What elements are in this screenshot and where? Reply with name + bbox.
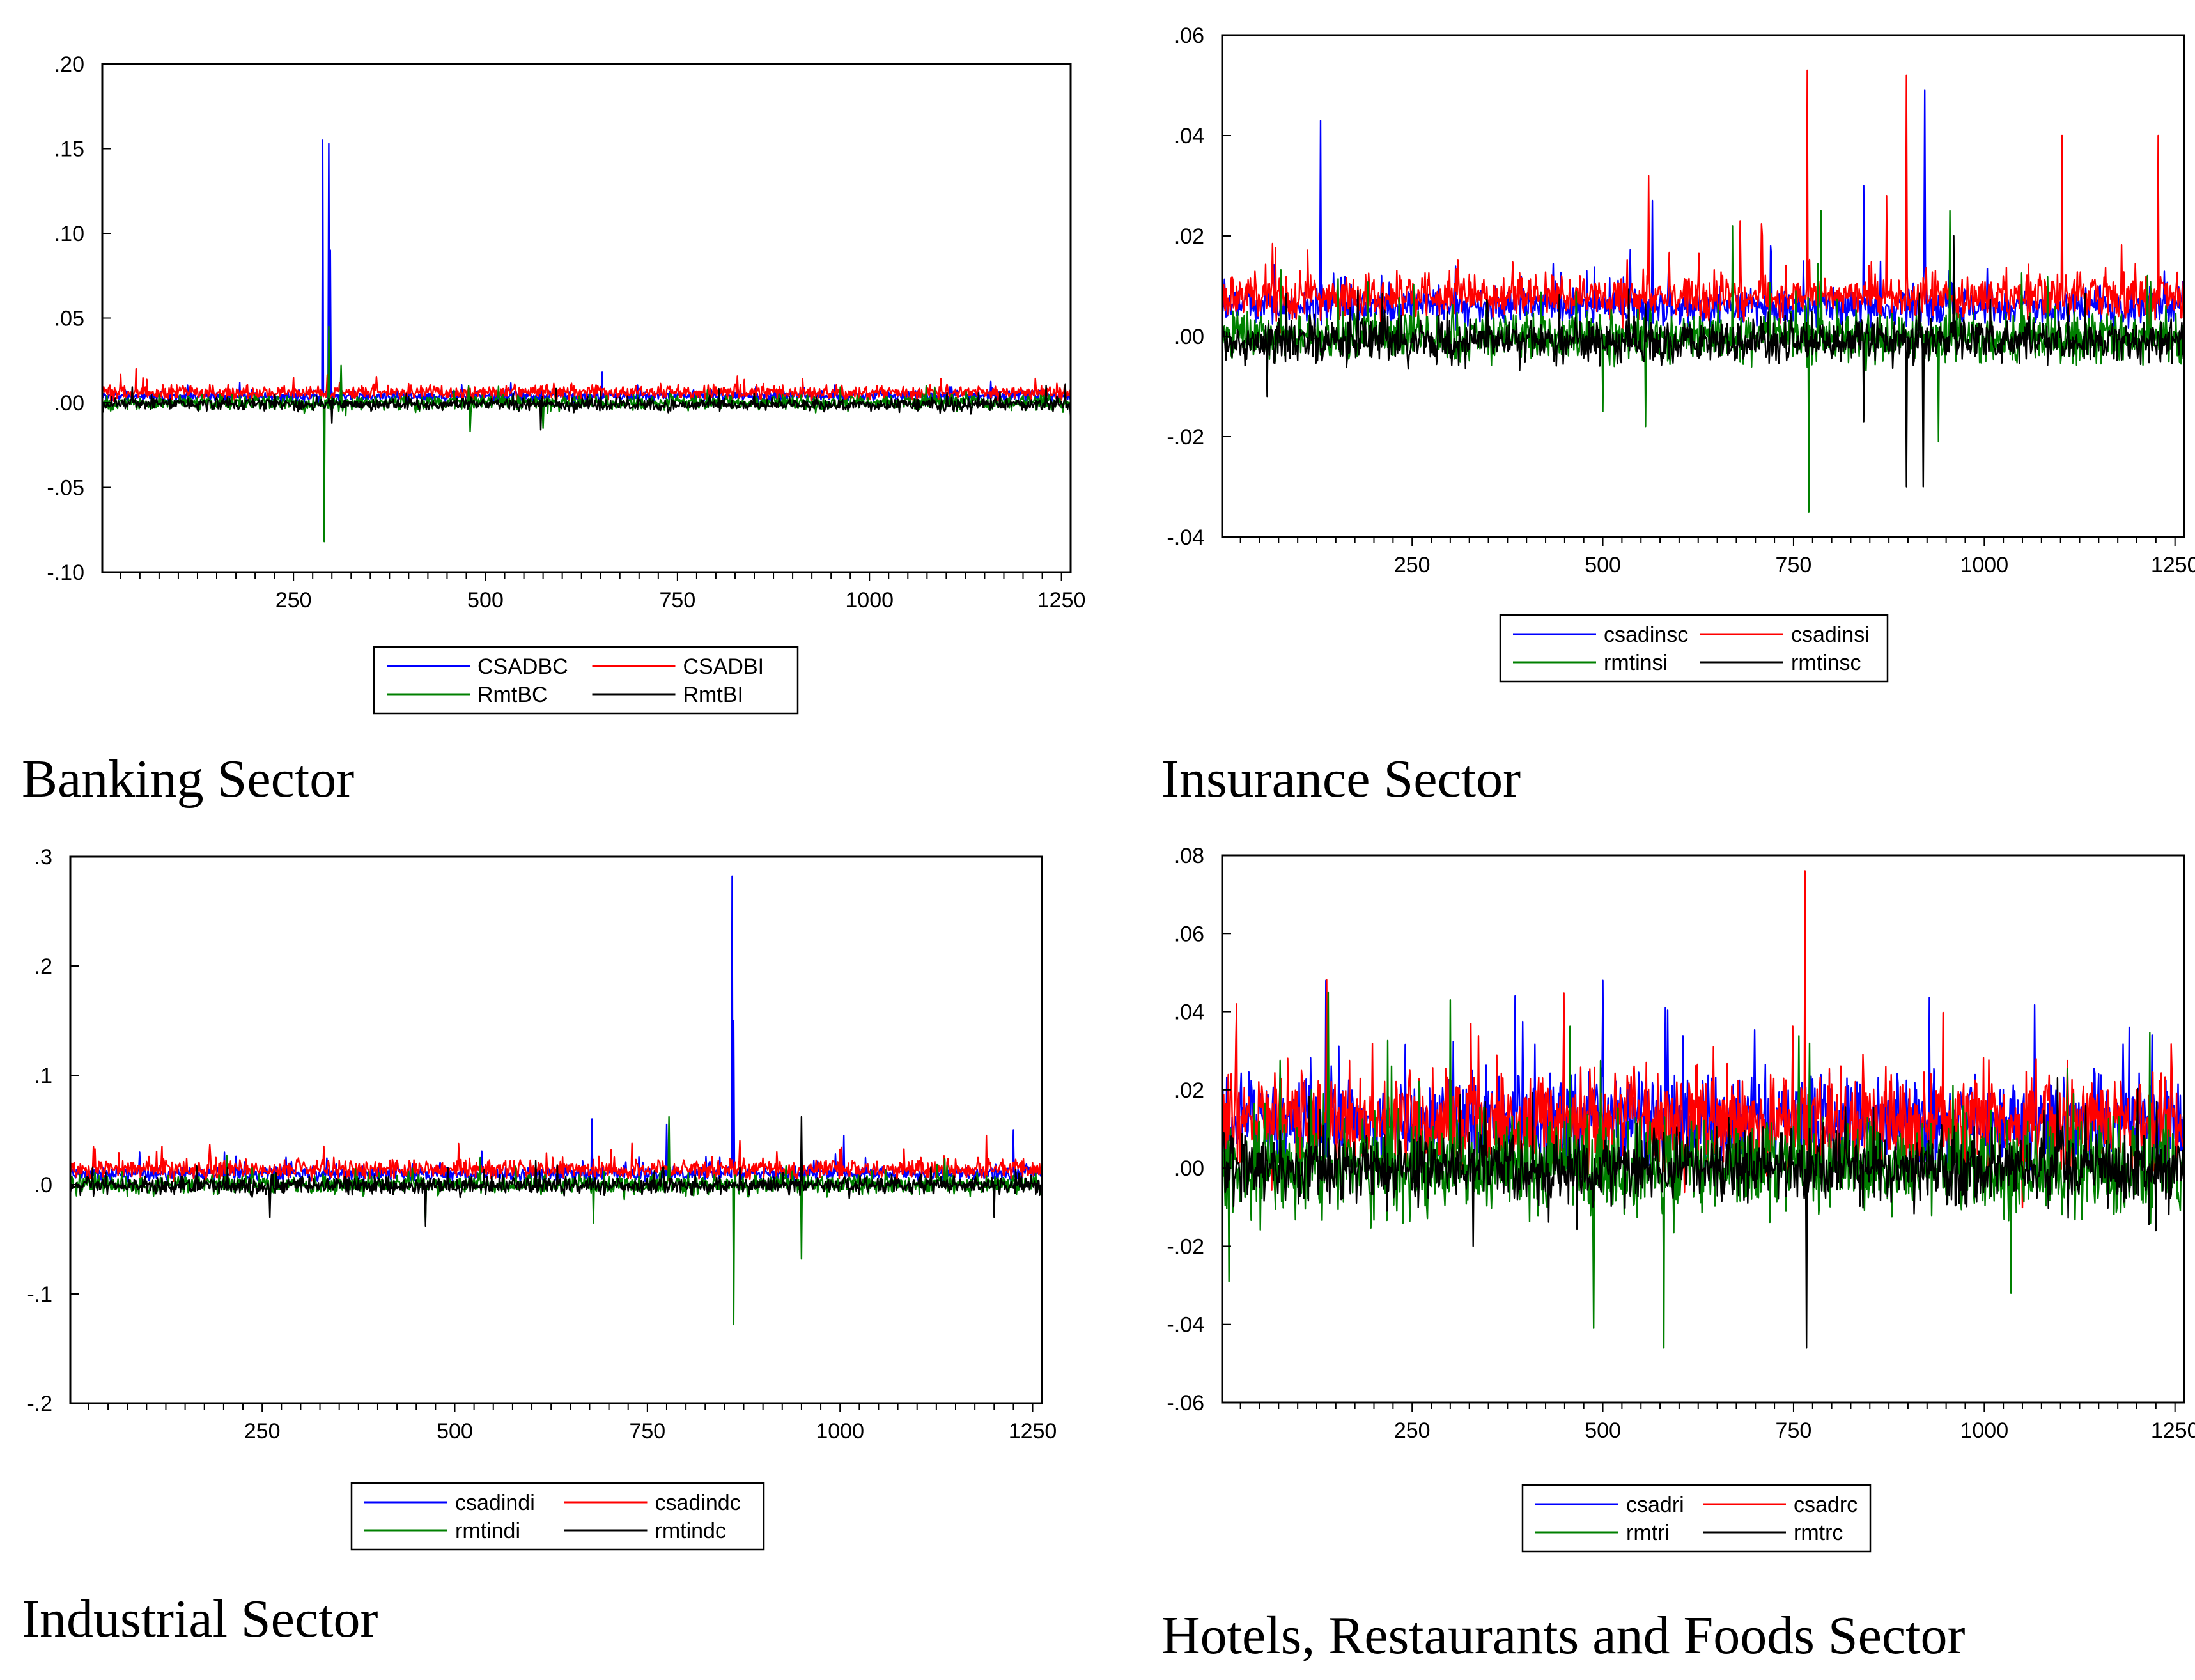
x-tick-label: 750 [629, 1419, 665, 1443]
x-tick-label: 1250 [2151, 553, 2195, 577]
series-line-rmtindc [69, 1116, 1043, 1227]
series-line-rmtindi [69, 1116, 1043, 1326]
y-tick-label: .10 [54, 222, 84, 246]
x-tick-label: 250 [1394, 1419, 1431, 1443]
x-tick-label: 1000 [1960, 1419, 2008, 1443]
y-tick-label: .0 [35, 1173, 52, 1197]
plot-frame [1221, 34, 2185, 538]
y-tick-label: .02 [1174, 224, 1204, 249]
x-tick-label: 250 [244, 1419, 281, 1443]
plot-frame [101, 63, 1072, 573]
series-line-csadindi [69, 875, 1043, 1186]
y-tick-label: .1 [35, 1064, 52, 1088]
chart-panel-industrial: .3.2.1.0 -.1 -.2 250 500 750 1000 1250 csadindi c… [0, 840, 1098, 1680]
y-tick-label: -.05 [47, 476, 84, 501]
chart-caption-industrial: Industrial Sector [22, 1589, 378, 1649]
chart-caption-banking: Banking Sector [22, 749, 355, 809]
y-tick-label: .05 [54, 307, 84, 331]
legend-label-csadinsc: csadinsc [1604, 623, 1688, 647]
series-line-rmtinsc [1221, 235, 2185, 488]
legend-label-rmtinsc: rmtinsc [1791, 651, 1861, 675]
legend-label-rmtrc: rmtrc [1794, 1521, 1843, 1545]
y-tick-label: .3 [35, 845, 52, 869]
legend-label-csadindi: csadindi [455, 1491, 535, 1515]
plot-frame [69, 855, 1043, 1404]
x-tick-label: 500 [1585, 1419, 1621, 1443]
legend-label-csadindc: csadindc [655, 1491, 741, 1515]
series-line-RmtBI [101, 383, 1072, 431]
y-tick-label: -.06 [1167, 1391, 1204, 1415]
series-line-rmtrc [1221, 1077, 2185, 1349]
x-tick-label: 1250 [1009, 1419, 1057, 1443]
x-tick-label: 1000 [816, 1419, 864, 1443]
legend-box [373, 646, 799, 715]
x-tick-label: 1250 [1037, 588, 1086, 612]
legend-box [350, 1482, 765, 1551]
legend-label-csadri: csadri [1626, 1493, 1684, 1517]
y-tick-label: .20 [54, 52, 84, 77]
y-tick-label: -.02 [1167, 425, 1204, 449]
legend-label-RmtBC: RmtBC [477, 683, 548, 707]
y-tick-label: .00 [1174, 1156, 1204, 1181]
chart-banking: .20 .15 .10 .05 .00 -.05 -.10 250 500 750 1000 1250… [47, 52, 1086, 715]
chart-legend: csadinsc csadinsi rmtinsi rmtinsc [1499, 614, 1889, 683]
legend-label-rmtindc: rmtindc [655, 1519, 726, 1543]
y-tick-label: .02 [1174, 1078, 1204, 1103]
chart-legend: CSADBC CSADBI RmtBC RmtBI [373, 646, 799, 715]
y-tick-label: .2 [35, 954, 52, 979]
plot-frame [1221, 854, 2185, 1404]
chart-panel-banking: .20 .15 .10 .05 .00 -.05 -.10 250 500 750 1000 1250… [0, 0, 1098, 840]
legend-box [1499, 614, 1889, 683]
y-tick-label: .06 [1174, 922, 1204, 946]
y-tick-label: -.04 [1167, 1313, 1204, 1337]
legend-label-RmtBI: RmtBI [683, 683, 743, 707]
x-tick-label: 500 [437, 1419, 473, 1443]
y-tick-label: .00 [54, 391, 84, 416]
series-line-csadinsi [1221, 69, 2185, 334]
legend-label-CSADBI: CSADBI [683, 655, 764, 679]
chart-caption-hotels: Hotels, Restaurants and Foods Sector [1161, 1606, 1966, 1665]
y-tick-label: .06 [1174, 24, 1204, 48]
y-tick-label: -.10 [47, 561, 84, 585]
chart-panel-insurance: .06 .04 .02 .00 -.02 -.04 250 500 750 1000 1250 csa… [1098, 0, 2195, 840]
legend-label-rmtri: rmtri [1626, 1521, 1670, 1545]
y-tick-label: -.1 [27, 1282, 52, 1307]
y-tick-label: .04 [1174, 124, 1204, 148]
chart-caption-insurance: Insurance Sector [1161, 749, 1521, 809]
legend-label-csadrc: csadrc [1794, 1493, 1858, 1517]
chart-legend: csadindi csadindc rmtindi rmtindc [350, 1482, 765, 1551]
legend-label-CSADBC: CSADBC [477, 655, 568, 679]
legend-box [1521, 1484, 1872, 1553]
y-tick-label: .00 [1174, 325, 1204, 349]
x-tick-label: 250 [275, 588, 312, 612]
x-tick-label: 750 [660, 588, 696, 612]
y-tick-label: -.04 [1167, 525, 1204, 550]
x-tick-label: 250 [1394, 553, 1431, 577]
x-tick-label: 1000 [1960, 553, 2008, 577]
x-tick-label: 500 [467, 588, 504, 612]
chart-panel-hotels: .08 .06 .04 .02 .00 -.02 -.04 -.06 250 500 750 1000… [1098, 840, 2195, 1680]
chart-hotels: .08 .06 .04 .02 .00 -.02 -.04 -.06 250 500 750 1000… [1167, 844, 2195, 1553]
y-tick-label: .04 [1174, 1000, 1204, 1025]
x-tick-label: 1250 [2151, 1419, 2195, 1443]
series-line-csadrc [1221, 870, 2185, 1209]
y-tick-label: -.02 [1167, 1234, 1204, 1259]
x-tick-label: 750 [1776, 1419, 1812, 1443]
x-tick-label: 1000 [845, 588, 894, 612]
y-tick-label: .15 [54, 137, 84, 162]
chart-insurance: .06 .04 .02 .00 -.02 -.04 250 500 750 1000 1250 csa… [1167, 24, 2195, 683]
series-line-CSADBC [101, 139, 1072, 408]
legend-label-csadinsi: csadinsi [1791, 623, 1870, 647]
legend-label-rmtindi: rmtindi [455, 1519, 520, 1543]
series-line-RmtBC [101, 325, 1072, 543]
chart-legend: csadri csadrc rmtri rmtrc [1521, 1484, 1872, 1553]
x-tick-label: 750 [1776, 553, 1812, 577]
y-tick-label: -.2 [27, 1392, 52, 1416]
series-line-csadindc [69, 1134, 1043, 1183]
series-line-rmtinsi [1222, 210, 2185, 513]
legend-label-rmtinsi: rmtinsi [1604, 651, 1668, 675]
x-tick-label: 500 [1585, 553, 1621, 577]
y-tick-label: .08 [1174, 844, 1204, 868]
